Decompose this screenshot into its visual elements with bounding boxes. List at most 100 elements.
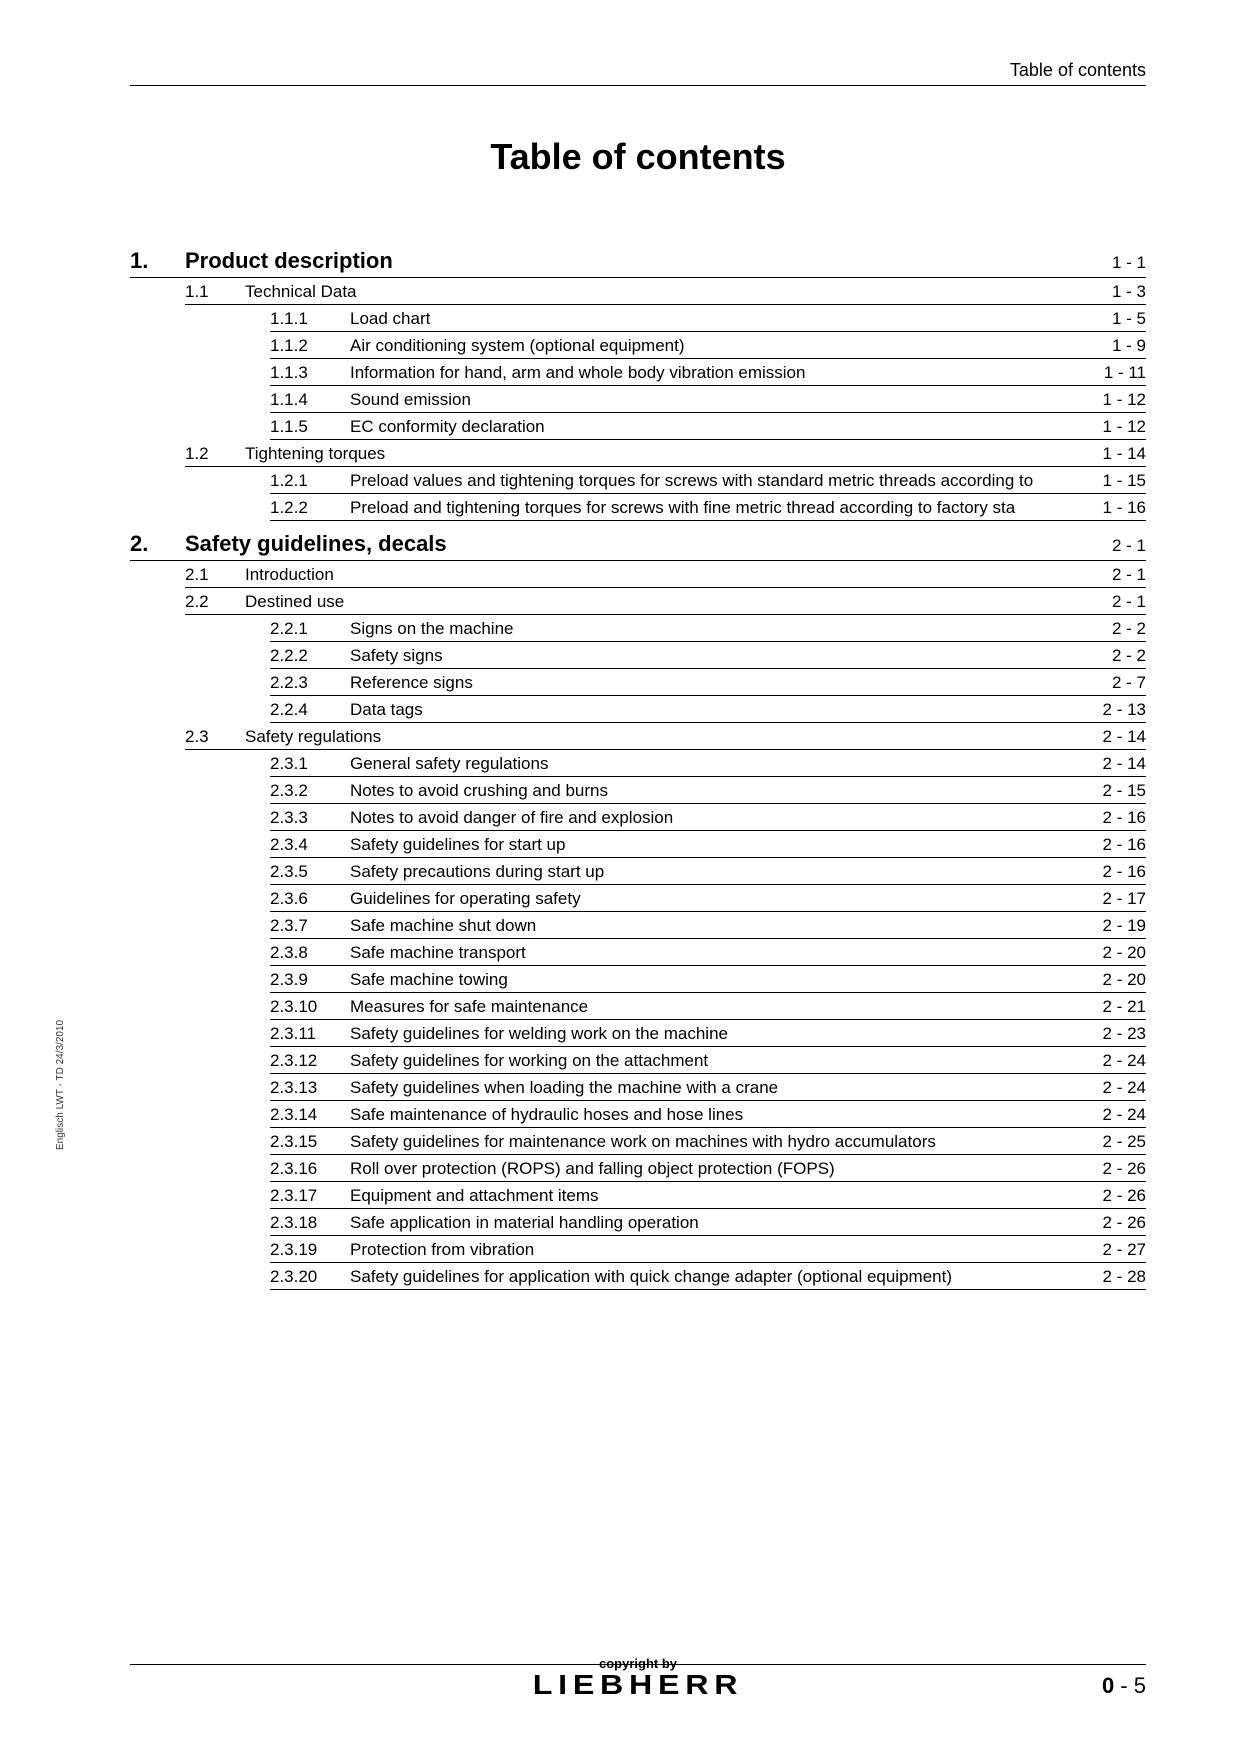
subsection-number: 1.1.3 xyxy=(270,363,350,383)
subsection-number: 2.3.19 xyxy=(270,1240,350,1260)
section-row: 2.3Safety regulations2 - 14 xyxy=(185,723,1146,750)
brand-logo: LIEBHERR xyxy=(533,1671,744,1699)
section-page: 2 - 1 xyxy=(1112,592,1146,612)
subsection-row: 2.2.2Safety signs2 - 2 xyxy=(270,642,1146,669)
subsection-row: 1.1.2Air conditioning system (optional e… xyxy=(270,332,1146,359)
subsection-row: 2.3.8Safe machine transport2 - 20 xyxy=(270,939,1146,966)
section-title: Introduction xyxy=(245,565,1112,585)
subsection-title: Information for hand, arm and whole body… xyxy=(350,363,1104,383)
subsection-title: Equipment and attachment items xyxy=(350,1186,1103,1206)
subsection-number: 2.3.1 xyxy=(270,754,350,774)
subsection-title: Reference signs xyxy=(350,673,1112,693)
section-row: 2.1Introduction2 - 1 xyxy=(185,561,1146,588)
subsection-number: 2.2.2 xyxy=(270,646,350,666)
subsection-page: 2 - 7 xyxy=(1112,673,1146,693)
subsection-page: 2 - 20 xyxy=(1103,943,1146,963)
subsection-row: 2.3.7Safe machine shut down2 - 19 xyxy=(270,912,1146,939)
subsection-page: 2 - 16 xyxy=(1103,835,1146,855)
header-right: Table of contents xyxy=(130,60,1146,86)
subsection-title: Roll over protection (ROPS) and falling … xyxy=(350,1159,1103,1179)
subsection-title: Safe machine transport xyxy=(350,943,1103,963)
subsection-row: 2.3.19Protection from vibration2 - 27 xyxy=(270,1236,1146,1263)
subsection-row: 2.3.15Safety guidelines for maintenance … xyxy=(270,1128,1146,1155)
subsection-number: 1.1.1 xyxy=(270,309,350,329)
subsection-page: 2 - 24 xyxy=(1103,1078,1146,1098)
page-number: 0 - 5 xyxy=(1102,1673,1146,1699)
subsection-title: Safety precautions during start up xyxy=(350,862,1103,882)
subsection-number: 2.3.15 xyxy=(270,1132,350,1152)
subsection-row: 1.1.4Sound emission1 - 12 xyxy=(270,386,1146,413)
subsection-page: 2 - 16 xyxy=(1103,862,1146,882)
chapter-page: 2 - 1 xyxy=(1112,536,1146,556)
subsection-title: Safety guidelines for maintenance work o… xyxy=(350,1132,1103,1152)
subsection-number: 2.3.12 xyxy=(270,1051,350,1071)
subsection-number: 1.1.4 xyxy=(270,390,350,410)
subsection-row: 2.3.13Safety guidelines when loading the… xyxy=(270,1074,1146,1101)
subsection-number: 2.3.5 xyxy=(270,862,350,882)
subsection-page: 1 - 9 xyxy=(1112,336,1146,356)
subsection-page: 2 - 21 xyxy=(1103,997,1146,1017)
subsection-title: Measures for safe maintenance xyxy=(350,997,1103,1017)
chapter-page: 1 - 1 xyxy=(1112,253,1146,273)
subsection-page: 2 - 13 xyxy=(1103,700,1146,720)
subsection-number: 2.3.14 xyxy=(270,1105,350,1125)
subsection-row: 2.3.3Notes to avoid danger of fire and e… xyxy=(270,804,1146,831)
section-row: 2.2Destined use2 - 1 xyxy=(185,588,1146,615)
subsection-number: 2.2.3 xyxy=(270,673,350,693)
section-number: 2.2 xyxy=(185,592,245,612)
subsection-row: 2.3.5Safety precautions during start up2… xyxy=(270,858,1146,885)
subsection-title: Safety guidelines when loading the machi… xyxy=(350,1078,1103,1098)
subsection-row: 2.3.10Measures for safe maintenance2 - 2… xyxy=(270,993,1146,1020)
subsection-number: 2.2.1 xyxy=(270,619,350,639)
chapter-title: Safety guidelines, decals xyxy=(185,531,1112,557)
subsection-row: 2.3.1General safety regulations2 - 14 xyxy=(270,750,1146,777)
subsection-page: 1 - 12 xyxy=(1103,417,1146,437)
section-title: Safety regulations xyxy=(245,727,1103,747)
subsection-row: 2.2.3Reference signs2 - 7 xyxy=(270,669,1146,696)
subsection-title: Safety guidelines for application with q… xyxy=(350,1267,1103,1287)
subsection-page: 2 - 24 xyxy=(1103,1105,1146,1125)
section-number: 1.2 xyxy=(185,444,245,464)
subsection-number: 2.3.17 xyxy=(270,1186,350,1206)
subsection-number: 2.3.2 xyxy=(270,781,350,801)
subsection-title: Signs on the machine xyxy=(350,619,1112,639)
subsection-number: 2.3.18 xyxy=(270,1213,350,1233)
page-title: Table of contents xyxy=(130,136,1146,178)
subsection-row: 2.3.14Safe maintenance of hydraulic hose… xyxy=(270,1101,1146,1128)
subsection-page: 1 - 16 xyxy=(1103,498,1146,518)
section-page: 1 - 3 xyxy=(1112,282,1146,302)
subsection-number: 2.3.11 xyxy=(270,1024,350,1044)
subsection-page: 2 - 15 xyxy=(1103,781,1146,801)
subsection-title: Sound emission xyxy=(350,390,1103,410)
subsection-row: 1.1.5EC conformity declaration1 - 12 xyxy=(270,413,1146,440)
section-title: Technical Data xyxy=(245,282,1112,302)
section-row: 1.1Technical Data1 - 3 xyxy=(185,278,1146,305)
subsection-row: 2.3.17Equipment and attachment items2 - … xyxy=(270,1182,1146,1209)
subsection-row: 2.3.11Safety guidelines for welding work… xyxy=(270,1020,1146,1047)
side-vertical-text: Englisch LWT - TD 24/3/2010 xyxy=(55,1020,66,1150)
footer: copyright by LIEBHERR 0 - 5 xyxy=(130,1664,1146,1699)
subsection-page: 2 - 19 xyxy=(1103,916,1146,936)
subsection-number: 2.3.16 xyxy=(270,1159,350,1179)
subsection-row: 2.2.1Signs on the machine2 - 2 xyxy=(270,615,1146,642)
subsection-row: 1.1.1Load chart1 - 5 xyxy=(270,305,1146,332)
subsection-number: 2.3.6 xyxy=(270,889,350,909)
subsection-row: 2.3.9Safe machine towing2 - 20 xyxy=(270,966,1146,993)
subsection-row: 1.1.3Information for hand, arm and whole… xyxy=(270,359,1146,386)
subsection-title: Safe application in material handling op… xyxy=(350,1213,1103,1233)
subsection-number: 2.3.8 xyxy=(270,943,350,963)
chapter-number: 1. xyxy=(130,248,185,274)
table-of-contents: 1.Product description1 - 11.1Technical D… xyxy=(130,248,1146,1290)
subsection-row: 1.2.2Preload and tightening torques for … xyxy=(270,494,1146,521)
chapter-row: 1.Product description1 - 1 xyxy=(130,248,1146,278)
subsection-title: Safety guidelines for start up xyxy=(350,835,1103,855)
subsection-title: Data tags xyxy=(350,700,1103,720)
subsection-page: 2 - 26 xyxy=(1103,1213,1146,1233)
subsection-number: 1.2.2 xyxy=(270,498,350,518)
subsection-page: 2 - 23 xyxy=(1103,1024,1146,1044)
subsection-page: 2 - 28 xyxy=(1103,1267,1146,1287)
chapter-title: Product description xyxy=(185,248,1112,274)
subsection-title: Safe maintenance of hydraulic hoses and … xyxy=(350,1105,1103,1125)
subsection-row: 2.3.18Safe application in material handl… xyxy=(270,1209,1146,1236)
subsection-title: Air conditioning system (optional equipm… xyxy=(350,336,1112,356)
